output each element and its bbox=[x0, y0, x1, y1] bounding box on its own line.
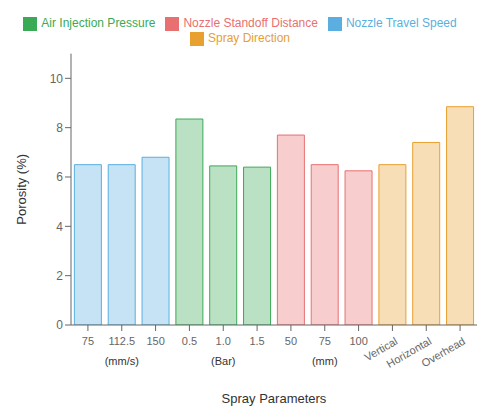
svg-text:8: 8 bbox=[56, 121, 63, 135]
html-text:Air Injection Pressure: Air Injection Pressure bbox=[41, 16, 156, 30]
svg-text:50: 50 bbox=[285, 335, 297, 347]
html-text:Nozzle Standoff Distance: Nozzle Standoff Distance bbox=[183, 16, 318, 30]
svg-text:150: 150 bbox=[146, 335, 164, 347]
svg-text:75: 75 bbox=[319, 335, 331, 347]
html-text:Nozzle Travel Speed: Nozzle Travel Speed bbox=[345, 16, 457, 30]
svg-text:Overhead: Overhead bbox=[419, 335, 467, 370]
html-text:Spray Direction: Spray Direction bbox=[208, 30, 290, 45]
svg-text:(mm/s): (mm/s) bbox=[105, 355, 139, 367]
svg-text:2: 2 bbox=[56, 269, 63, 283]
svg-text:0.5: 0.5 bbox=[182, 335, 197, 347]
svg-text:1.5: 1.5 bbox=[249, 335, 264, 347]
svg-text:0: 0 bbox=[56, 318, 63, 332]
svg-text:Vertical: Vertical bbox=[362, 334, 400, 364]
svg-text:Spray Parameters: Spray Parameters bbox=[222, 391, 327, 406]
svg-text:1.0: 1.0 bbox=[216, 335, 231, 347]
svg-text:(mm): (mm) bbox=[312, 355, 338, 367]
svg-text:(Bar): (Bar) bbox=[211, 355, 235, 367]
svg-text:75: 75 bbox=[82, 335, 94, 347]
svg-text:10: 10 bbox=[50, 72, 64, 86]
svg-text:100: 100 bbox=[349, 335, 367, 347]
svg-text:6: 6 bbox=[56, 170, 63, 184]
svg-text:Porosity (%): Porosity (%) bbox=[14, 154, 29, 225]
svg-text:4: 4 bbox=[56, 220, 63, 234]
svg-text:Horizontal: Horizontal bbox=[384, 334, 434, 370]
svg-text:112.5: 112.5 bbox=[108, 335, 135, 347]
